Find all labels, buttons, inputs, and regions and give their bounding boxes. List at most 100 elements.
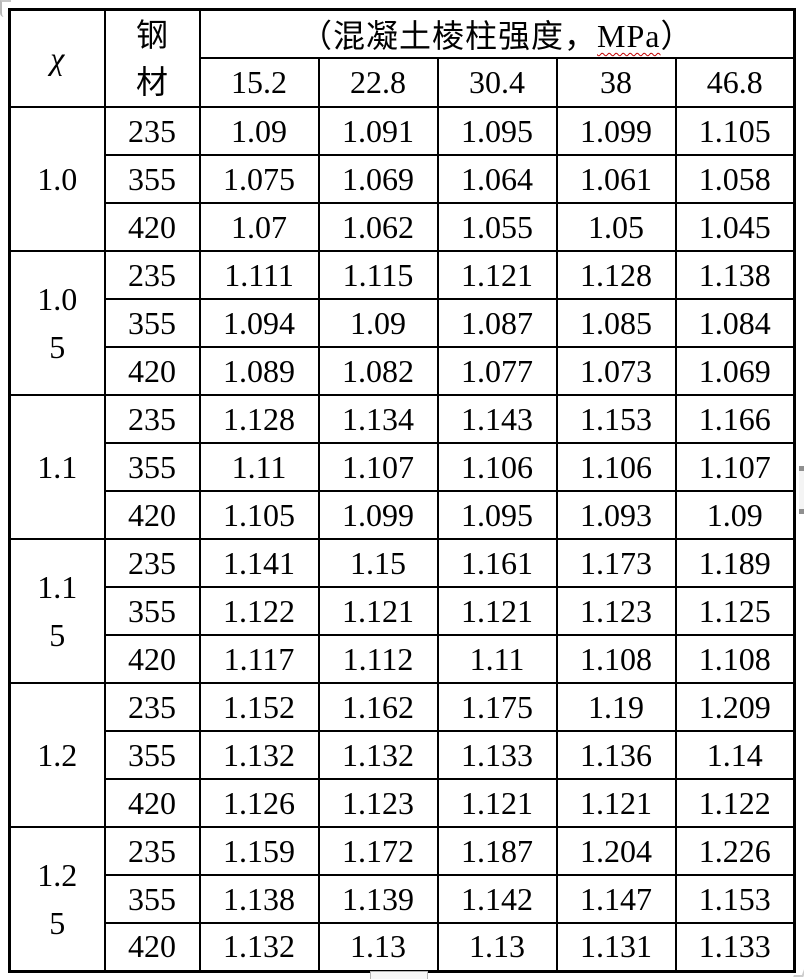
value-cell: 1.058 xyxy=(674,154,796,204)
value-cell: 1.134 xyxy=(317,394,439,444)
steel-grade-cell: 355 xyxy=(103,586,201,636)
value-cell: 1.05 xyxy=(555,202,677,252)
clipped-scrollbar-strip xyxy=(799,470,804,512)
value-cell: 1.166 xyxy=(674,394,796,444)
value-cell: 1.112 xyxy=(317,634,439,684)
value-cell: 1.095 xyxy=(436,490,558,540)
steel-column-header: 钢 材 xyxy=(103,8,201,108)
value-cell: 1.132 xyxy=(317,730,439,780)
value-cell: 1.132 xyxy=(198,922,320,972)
value-cell: 1.099 xyxy=(555,106,677,156)
steel-grade-cell: 420 xyxy=(103,922,201,972)
value-cell: 1.069 xyxy=(317,154,439,204)
value-cell: 1.085 xyxy=(555,298,677,348)
value-cell: 1.121 xyxy=(436,586,558,636)
value-cell: 1.095 xyxy=(436,106,558,156)
value-cell: 1.139 xyxy=(317,874,439,924)
steel-grade-cell: 355 xyxy=(103,154,201,204)
value-cell: 1.094 xyxy=(198,298,320,348)
value-cell: 1.082 xyxy=(317,346,439,396)
value-cell: 1.128 xyxy=(555,250,677,300)
value-cell: 1.122 xyxy=(198,586,320,636)
value-cell: 1.162 xyxy=(317,682,439,732)
value-cell: 1.111 xyxy=(198,250,320,300)
value-cell: 1.189 xyxy=(674,538,796,588)
steel-grade-cell: 235 xyxy=(103,538,201,588)
value-cell: 1.136 xyxy=(555,730,677,780)
clipped-scrollbar-tick xyxy=(799,509,804,514)
steel-grade-cell: 355 xyxy=(103,730,201,780)
value-cell: 1.175 xyxy=(436,682,558,732)
value-cell: 1.073 xyxy=(555,346,677,396)
value-cell: 1.069 xyxy=(674,346,796,396)
value-cell: 1.133 xyxy=(436,730,558,780)
value-cell: 1.089 xyxy=(198,346,320,396)
value-cell: 1.226 xyxy=(674,826,796,876)
value-cell: 1.087 xyxy=(436,298,558,348)
value-cell: 1.091 xyxy=(317,106,439,156)
value-cell: 1.187 xyxy=(436,826,558,876)
clipped-element-below-table xyxy=(370,971,428,979)
value-cell: 1.084 xyxy=(674,298,796,348)
value-cell: 1.141 xyxy=(198,538,320,588)
value-cell: 1.061 xyxy=(555,154,677,204)
value-cell: 1.138 xyxy=(674,250,796,300)
value-cell: 1.09 xyxy=(674,490,796,540)
value-cell: 1.107 xyxy=(674,442,796,492)
value-cell: 1.131 xyxy=(555,922,677,972)
chi-group-label: 1.1 xyxy=(8,394,106,540)
steel-grade-cell: 355 xyxy=(103,874,201,924)
value-cell: 1.108 xyxy=(555,634,677,684)
value-cell: 1.172 xyxy=(317,826,439,876)
steel-grade-cell: 355 xyxy=(103,298,201,348)
value-cell: 1.11 xyxy=(436,634,558,684)
value-cell: 1.093 xyxy=(555,490,677,540)
chi-group-label: 1.0 5 xyxy=(8,250,106,396)
strength-level-header: 46.8 xyxy=(674,57,796,108)
value-cell: 1.13 xyxy=(436,922,558,972)
steel-grade-cell: 235 xyxy=(103,250,201,300)
value-cell: 1.173 xyxy=(555,538,677,588)
steel-grade-cell: 420 xyxy=(103,202,201,252)
strength-level-header: 38 xyxy=(555,57,677,108)
mpa-spellcheck-text: MPa xyxy=(597,18,661,54)
value-cell: 1.123 xyxy=(317,778,439,828)
strength-group-header: （混凝土棱柱强度，MPa） xyxy=(198,8,796,59)
chi-group-label: 1.2 xyxy=(8,682,106,828)
value-cell: 1.209 xyxy=(674,682,796,732)
value-cell: 1.105 xyxy=(674,106,796,156)
value-cell: 1.125 xyxy=(674,586,796,636)
value-cell: 1.106 xyxy=(436,442,558,492)
value-cell: 1.147 xyxy=(555,874,677,924)
value-cell: 1.07 xyxy=(198,202,320,252)
value-cell: 1.064 xyxy=(436,154,558,204)
steel-grade-cell: 235 xyxy=(103,394,201,444)
value-cell: 1.121 xyxy=(317,586,439,636)
value-cell: 1.159 xyxy=(198,826,320,876)
steel-grade-cell: 355 xyxy=(103,442,201,492)
chi-group-label: 1.0 xyxy=(8,106,106,252)
value-cell: 1.09 xyxy=(198,106,320,156)
strength-header-suffix: ） xyxy=(660,18,694,54)
value-cell: 1.075 xyxy=(198,154,320,204)
chi-group-label: 1.2 5 xyxy=(8,826,106,972)
value-cell: 1.152 xyxy=(198,682,320,732)
value-cell: 1.099 xyxy=(317,490,439,540)
value-cell: 1.128 xyxy=(198,394,320,444)
steel-grade-cell: 420 xyxy=(103,490,201,540)
value-cell: 1.153 xyxy=(674,874,796,924)
strength-level-header: 15.2 xyxy=(198,57,320,108)
value-cell: 1.15 xyxy=(317,538,439,588)
value-cell: 1.153 xyxy=(555,394,677,444)
value-cell: 1.045 xyxy=(674,202,796,252)
value-cell: 1.121 xyxy=(436,778,558,828)
value-cell: 1.122 xyxy=(674,778,796,828)
value-cell: 1.123 xyxy=(555,586,677,636)
value-cell: 1.117 xyxy=(198,634,320,684)
value-cell: 1.107 xyxy=(317,442,439,492)
clipped-scrollbar-tick xyxy=(799,466,804,471)
strength-header-prefix: （混凝土棱柱强度， xyxy=(300,18,598,54)
value-cell: 1.19 xyxy=(555,682,677,732)
value-cell: 1.11 xyxy=(198,442,320,492)
